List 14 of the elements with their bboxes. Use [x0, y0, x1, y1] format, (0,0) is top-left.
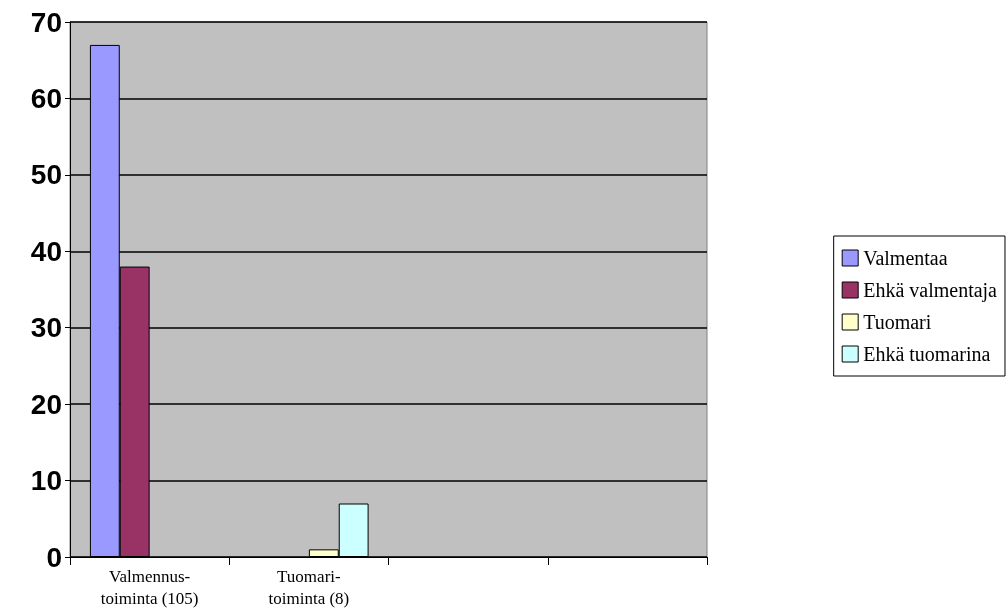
y-tick-label: 20 [30, 388, 62, 420]
legend-label: Valmentaa [863, 247, 948, 269]
x-tick-label: Valmennus- toiminta (105) [100, 566, 199, 608]
y-tick-label: 10 [30, 465, 62, 497]
legend-label: Ehkä valmentaja [863, 279, 998, 302]
y-tick-label: 40 [30, 235, 62, 267]
y-tick-label: 50 [30, 159, 62, 191]
y-tick-label: 60 [30, 82, 62, 114]
legend-label: Ehkä tuomarina [863, 343, 991, 365]
y-tick-label: 30 [30, 312, 62, 344]
x-tick-label: Tuomari- toiminta (8) [268, 566, 350, 608]
y-tick-label: 70 [30, 6, 62, 38]
legend-label: Tuomari [863, 311, 932, 333]
y-tick-label: 0 [46, 541, 62, 573]
